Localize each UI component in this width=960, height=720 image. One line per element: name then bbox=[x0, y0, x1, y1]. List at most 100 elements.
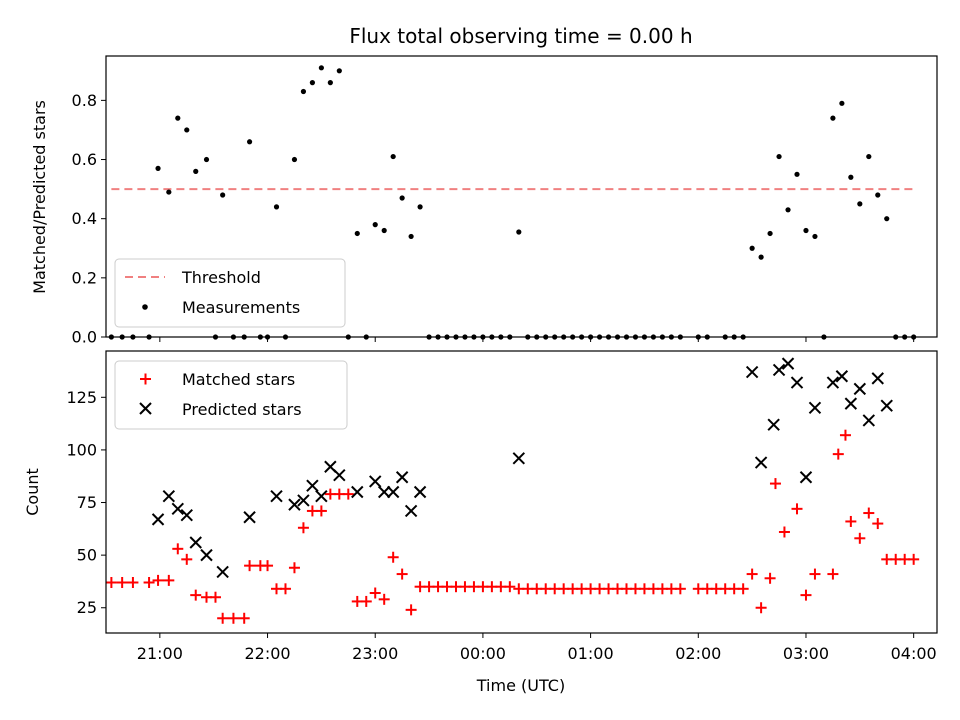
measurement-point bbox=[291, 156, 298, 163]
measurement-point bbox=[848, 174, 854, 180]
predicted-star-point bbox=[767, 418, 780, 431]
predicted-star-point bbox=[297, 494, 310, 507]
measurement-point bbox=[794, 171, 800, 177]
predicted-star-point bbox=[745, 365, 759, 379]
count-x-tick-label: 00:00 bbox=[460, 644, 506, 663]
measurement-point bbox=[812, 233, 818, 240]
ratio-x-ticks bbox=[159, 337, 915, 342]
measurement-point bbox=[758, 254, 764, 260]
count-x-tick-label: 23:00 bbox=[352, 644, 398, 663]
measurement-point bbox=[318, 65, 324, 71]
matched-star-point bbox=[832, 448, 844, 460]
matched-star-point bbox=[872, 518, 884, 530]
matched-star-point bbox=[737, 583, 749, 595]
predicted-star-point bbox=[871, 372, 884, 385]
measurement-point bbox=[184, 127, 190, 133]
matched-star-point bbox=[116, 576, 128, 588]
measurement-point bbox=[354, 230, 360, 237]
matched-star-point bbox=[209, 591, 221, 603]
measurement-point bbox=[785, 207, 791, 213]
predicted-star-point bbox=[306, 479, 319, 492]
measurement-point bbox=[203, 156, 210, 163]
ratio-y-tick-label: 0.0 bbox=[72, 328, 97, 347]
legend-matched-label: Matched stars bbox=[182, 370, 295, 389]
predicted-star-point bbox=[512, 452, 526, 465]
measurement-point bbox=[155, 165, 161, 171]
ratio-legend: Threshold Measurements bbox=[114, 258, 346, 328]
count-y-axis-label: Count bbox=[23, 468, 42, 516]
predicted-star-point bbox=[288, 498, 301, 511]
count-legend: Matched stars Predicted stars bbox=[114, 360, 348, 430]
matched-star-point bbox=[791, 503, 803, 515]
predicted-star-point bbox=[826, 376, 840, 389]
predicted-star-point bbox=[243, 511, 256, 524]
measurement-point bbox=[767, 230, 773, 237]
legend-predicted-label: Predicted stars bbox=[182, 400, 302, 419]
predicted-star-point bbox=[270, 490, 283, 503]
ratio-y-ticks: 0.0 0.2 0.4 0.6 0.8 bbox=[72, 91, 106, 347]
predicted-star-point bbox=[862, 414, 876, 427]
legend-measurements-label: Measurements bbox=[182, 298, 300, 317]
predicted-star-point bbox=[772, 363, 786, 377]
ratio-marks bbox=[108, 65, 917, 340]
measurement-point bbox=[875, 192, 881, 198]
measurement-point bbox=[866, 153, 872, 160]
matched-star-point bbox=[854, 532, 866, 544]
ratio-y-tick-label: 0.6 bbox=[72, 150, 97, 169]
measurement-point bbox=[166, 189, 172, 195]
ratio-y-axis-label: Matched/Predicted stars bbox=[30, 100, 49, 294]
predicted-star-point bbox=[333, 468, 346, 482]
predicted-star-point bbox=[369, 475, 382, 488]
matched-star-point bbox=[809, 568, 821, 580]
matched-star-point bbox=[217, 612, 229, 624]
matched-star-point bbox=[297, 522, 309, 534]
predicted-star-point bbox=[844, 397, 858, 410]
predicted-star-point bbox=[799, 471, 813, 484]
predicted-star-point bbox=[189, 536, 202, 549]
predicted-star-point bbox=[781, 357, 795, 370]
matched-star-point bbox=[369, 587, 381, 599]
count-legend-box bbox=[114, 360, 348, 430]
predicted-star-point bbox=[413, 485, 427, 499]
count-y-tick-label: 75 bbox=[77, 493, 97, 512]
count-x-tick-label: 22:00 bbox=[244, 644, 290, 663]
predicted-star-point bbox=[180, 508, 193, 522]
measurement-point bbox=[175, 115, 181, 121]
measurement-point bbox=[309, 80, 316, 86]
matched-star-point bbox=[288, 562, 300, 574]
legend-threshold-label: Threshold bbox=[181, 268, 261, 287]
matched-star-point bbox=[163, 574, 175, 586]
count-panel: 25 50 75 100 125 21:00 22:00 23:00 00:00 01:00 02… bbox=[23, 350, 938, 695]
predicted-star-point bbox=[377, 485, 391, 499]
predicted-star-point bbox=[835, 370, 849, 383]
ratio-axes-frame bbox=[105, 55, 938, 338]
count-y-tick-label: 25 bbox=[77, 598, 97, 617]
measurement-point bbox=[390, 153, 396, 160]
measurement-point bbox=[417, 204, 423, 210]
matched-star-point bbox=[127, 576, 139, 588]
predicted-star-point bbox=[315, 490, 328, 503]
matched-star-point bbox=[839, 429, 851, 441]
predicted-star-point bbox=[853, 382, 867, 396]
count-x-tick-label: 03:00 bbox=[783, 644, 829, 663]
matched-star-point bbox=[769, 478, 781, 490]
matched-star-point bbox=[908, 553, 920, 565]
predicted-star-point bbox=[880, 399, 893, 412]
count-y-tick-label: 50 bbox=[77, 546, 97, 565]
measurement-point bbox=[803, 227, 809, 234]
measurement-point bbox=[857, 201, 863, 207]
x-axis-label: Time (UTC) bbox=[476, 676, 565, 695]
matched-star-point bbox=[504, 581, 516, 593]
matched-star-point bbox=[172, 543, 184, 555]
count-x-tick-label: 02:00 bbox=[675, 644, 721, 663]
predicted-star-point bbox=[404, 504, 418, 518]
ratio-panel: 0.00.20.40.60.8 Matched/Predicted stars … bbox=[30, 55, 938, 347]
measurement-point bbox=[327, 80, 333, 86]
measurement-point bbox=[516, 229, 522, 235]
matched-star-point bbox=[238, 612, 250, 624]
matched-star-point bbox=[152, 574, 164, 586]
measurement-point bbox=[193, 168, 199, 174]
predicted-star-point bbox=[386, 485, 400, 499]
